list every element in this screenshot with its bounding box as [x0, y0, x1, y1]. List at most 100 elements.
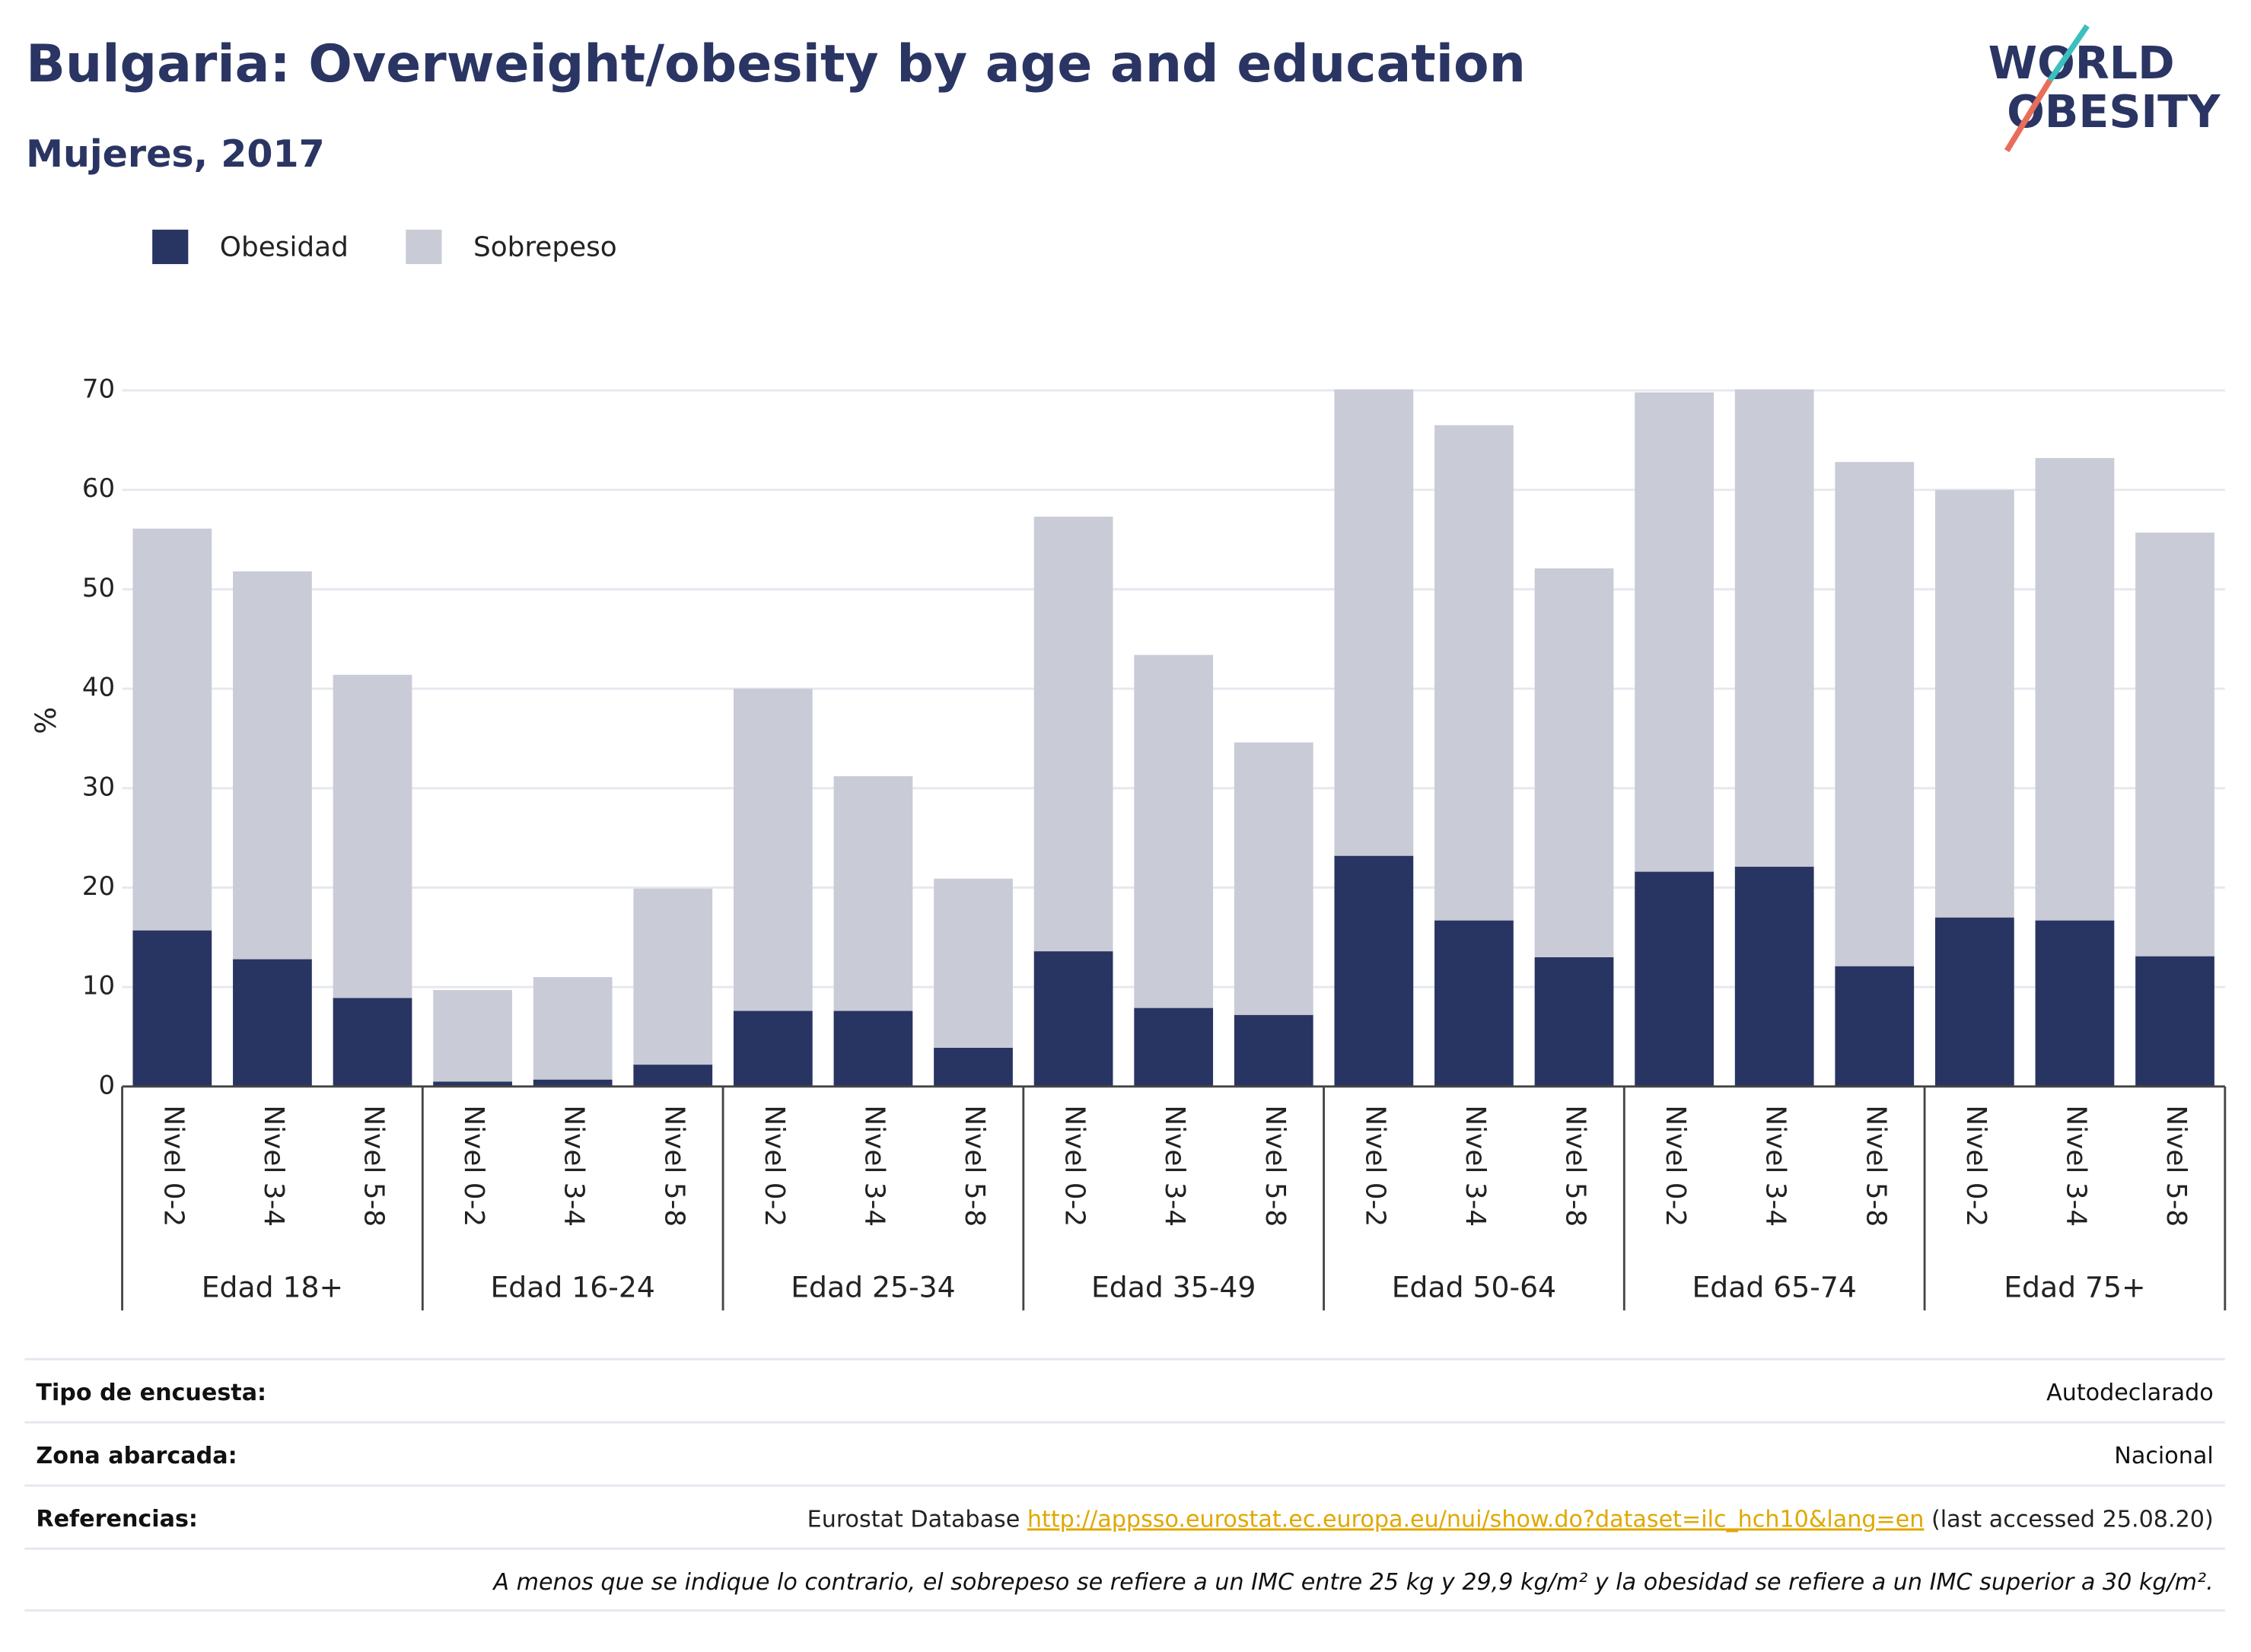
x-tick-label: Nivel 3-4 [1460, 1105, 1491, 1227]
legend-label: Obesidad [220, 231, 349, 263]
reference-suffix: (last accessed 25.08.20) [1924, 1506, 2213, 1533]
x-tick-label: Nivel 3-4 [2060, 1105, 2091, 1227]
bar-segment [1334, 855, 1414, 1087]
x-tick-label: Nivel 3-4 [858, 1105, 890, 1227]
bar-segment [233, 571, 312, 960]
chart-subtitle: Mujeres, 2017 [26, 132, 325, 176]
group-label: Edad 25-34 [791, 1270, 955, 1303]
group-label: Edad 16-24 [490, 1270, 654, 1303]
y-tick-label: 40 [82, 673, 115, 703]
footer-value: Nacional [2114, 1443, 2213, 1469]
reference-prefix: Eurostat Database [807, 1506, 1027, 1533]
group-label: Edad 75+ [2004, 1270, 2145, 1303]
logo-text: WORLD [1988, 37, 2175, 89]
x-tick-label: Nivel 0-2 [1059, 1105, 1090, 1227]
legend-swatch [406, 229, 442, 265]
bar-segment [132, 930, 212, 1087]
bar-segment [633, 1065, 713, 1087]
group-label: Edad 65-74 [1692, 1270, 1856, 1303]
bar-segment [333, 998, 412, 1087]
bar-segment [833, 776, 913, 1011]
bar-segment [1534, 568, 1614, 957]
logo-slash [2004, 78, 2052, 153]
reference-label: Referencias: [36, 1506, 198, 1533]
x-tick-label: Nivel 5-8 [2160, 1105, 2192, 1227]
bar-segment [1434, 425, 1514, 921]
bar-segment [733, 689, 813, 1011]
bar-segment [1934, 917, 2014, 1087]
bar-segment [1835, 462, 1915, 966]
footer-label: Zona abarcada: [36, 1443, 237, 1469]
bar-segment [1033, 951, 1113, 1087]
bar-segment [2135, 956, 2214, 1087]
group-label: Edad 50-64 [1392, 1270, 1556, 1303]
reference-link[interactable]: http://appsso.eurostat.ec.europa.eu/nui/… [1027, 1506, 1925, 1533]
bar-segment [1134, 654, 1214, 1008]
bar-segment [1334, 389, 1414, 856]
legend-swatch [152, 229, 189, 265]
x-tick-label: Nivel 5-8 [358, 1105, 390, 1227]
bar-segment [833, 1011, 913, 1087]
y-tick-label: 10 [82, 971, 115, 1001]
x-tick-label: Nivel 3-4 [258, 1105, 289, 1227]
bar-segment [733, 1011, 813, 1087]
bar-segment [132, 528, 212, 931]
bar-segment [233, 959, 312, 1087]
footer-value: Autodeclarado [2046, 1380, 2214, 1406]
bar-segment [1835, 966, 1915, 1087]
y-tick-label: 50 [82, 573, 115, 603]
bar-segment [533, 977, 613, 1080]
y-tick-label: 70 [82, 374, 115, 405]
x-tick-label: Nivel 5-8 [1259, 1105, 1291, 1227]
bar-segment [1434, 920, 1514, 1087]
reference-text: Eurostat Database http://appsso.eurostat… [807, 1506, 2214, 1533]
bar-segment [1134, 1007, 1214, 1087]
y-tick-label: 0 [99, 1070, 116, 1100]
footer-label: Tipo de encuesta: [36, 1380, 266, 1406]
y-tick-label: 20 [82, 871, 115, 902]
x-tick-label: Nivel 0-2 [1359, 1105, 1390, 1227]
bar-segment [1635, 392, 1714, 872]
x-tick-label: Nivel 3-4 [559, 1105, 590, 1227]
bar-segment [1934, 489, 2014, 918]
bar-segment [433, 990, 512, 1082]
y-axis-label: % [29, 707, 62, 734]
x-tick-label: Nivel 5-8 [959, 1105, 990, 1227]
bar-segment [2135, 532, 2214, 957]
x-tick-label: Nivel 0-2 [158, 1105, 189, 1227]
x-tick-label: Nivel 5-8 [658, 1105, 689, 1227]
bar-segment [1033, 517, 1113, 952]
logo-slash [2047, 24, 2090, 82]
bar-segment [1734, 867, 1814, 1087]
legend-label: Sobrepeso [473, 231, 617, 263]
bar-segment [1234, 1014, 1313, 1087]
bar-segment [1534, 957, 1614, 1087]
bar-segment [633, 888, 713, 1065]
bar-segment [1234, 742, 1313, 1015]
x-tick-label: Nivel 3-4 [1159, 1105, 1190, 1227]
group-label: Edad 18+ [202, 1270, 343, 1303]
group-label: Edad 35-49 [1091, 1270, 1256, 1303]
x-tick-label: Nivel 5-8 [1860, 1105, 1891, 1227]
footer: Eurostat Database http://appsso.eurostat… [36, 1506, 2213, 1596]
x-tick-label: Nivel 0-2 [1660, 1105, 1691, 1227]
x-tick-label: Nivel 0-2 [458, 1105, 489, 1227]
bar-segment [934, 1047, 1013, 1087]
logo: WORLD OBESITY [1988, 24, 2221, 153]
bar-segment [533, 1079, 613, 1087]
y-tick-label: 30 [82, 772, 115, 802]
bar-segment [934, 878, 1013, 1048]
chart-title: Bulgaria: Overweight/obesity by age and … [26, 34, 1526, 94]
x-tick-label: Nivel 0-2 [1960, 1105, 1992, 1227]
x-tick-label: Nivel 5-8 [1560, 1105, 1591, 1227]
bar-segment [333, 674, 412, 998]
footer-note: A menos que se indique lo contrario, el … [492, 1569, 2213, 1596]
bar-segment [2035, 457, 2115, 921]
y-tick-label: 60 [82, 473, 115, 504]
bar-segment [1635, 871, 1714, 1087]
x-tick-label: Nivel 3-4 [1760, 1105, 1791, 1227]
x-tick-label: Nivel 0-2 [759, 1105, 790, 1227]
bar-segment [2035, 920, 2115, 1087]
